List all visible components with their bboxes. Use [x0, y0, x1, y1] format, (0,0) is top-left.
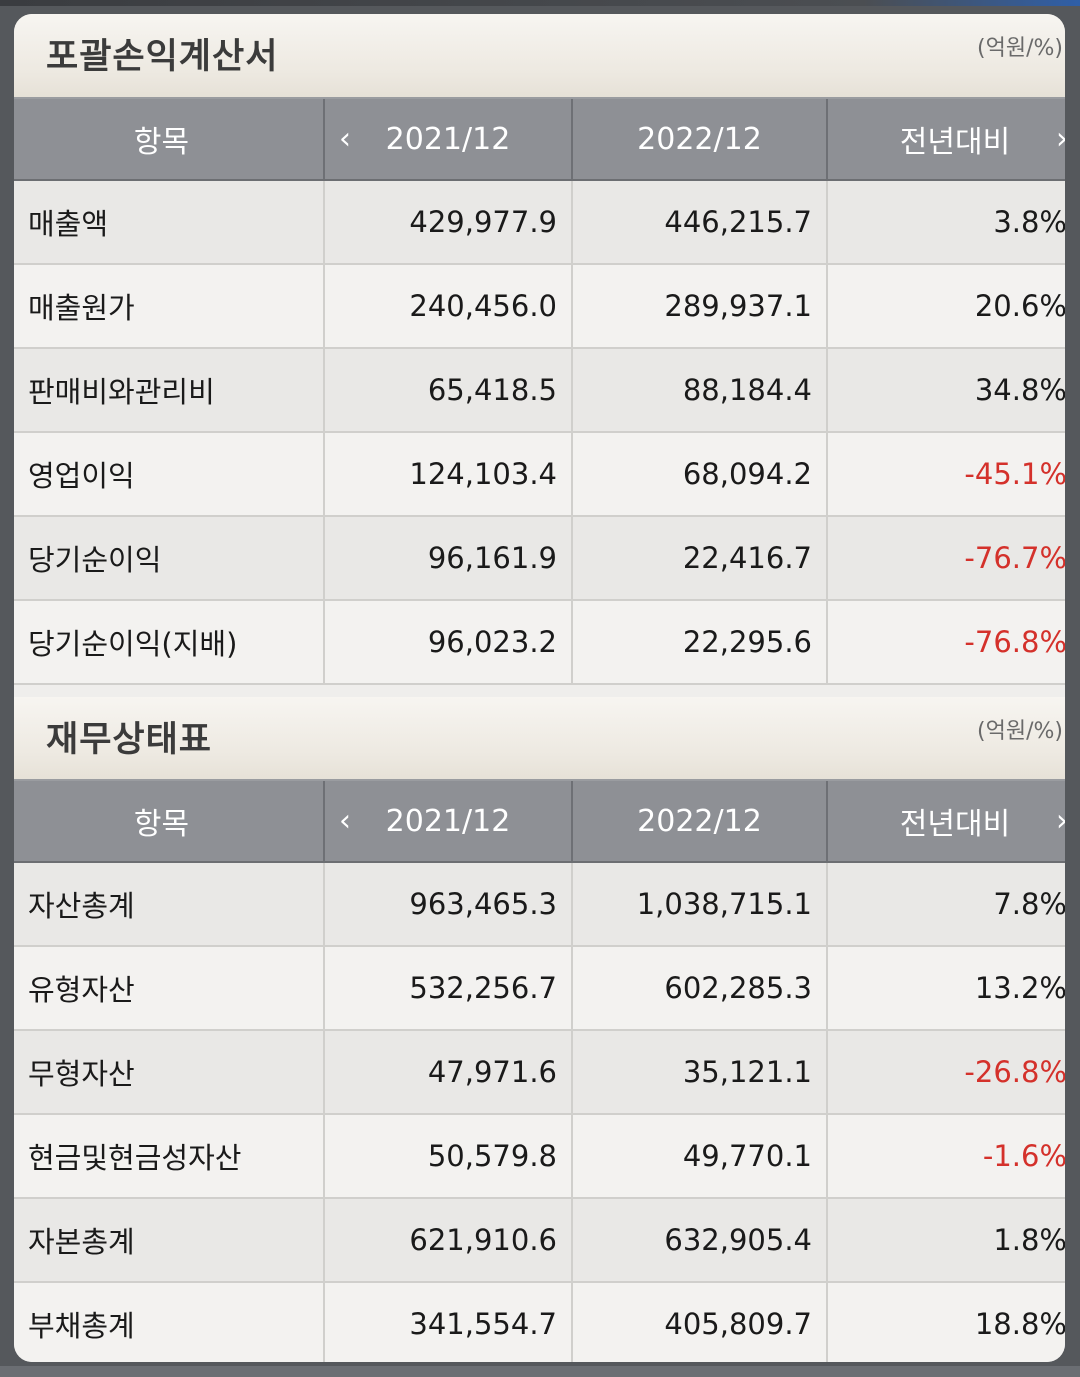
value-2021: 532,256.7 [323, 946, 572, 1031]
value-2021: 240,456.0 [323, 264, 572, 349]
value-2021: 341,554.7 [323, 1282, 572, 1362]
income-statement-header: 포괄손익계산서 (억원/%) [14, 14, 1065, 97]
chevron-right-icon[interactable]: › [1056, 122, 1065, 157]
balance-sheet-table: 항목 ‹ 2021/12 2022/12 전년대비 › 자산총계963,465.… [14, 779, 1065, 1362]
value-2022: 632,905.4 [571, 1198, 827, 1283]
value-2022: 446,215.7 [571, 180, 827, 265]
row-label: 유형자산 [14, 946, 324, 1031]
value-yoy: 13.2% [826, 946, 1065, 1031]
value-yoy: -1.6% [826, 1114, 1065, 1199]
value-yoy: -76.7% [826, 516, 1065, 601]
value-yoy: 1.8% [826, 1198, 1065, 1283]
row-label: 부채총계 [14, 1282, 324, 1362]
table-row[interactable]: 무형자산 47,971.6 35,121.1 -26.8% [14, 1030, 1065, 1115]
header-item: 항목 [14, 779, 324, 863]
value-2022: 22,295.6 [571, 600, 827, 685]
value-2022: 405,809.7 [571, 1282, 827, 1362]
value-yoy: 18.8% [826, 1282, 1065, 1362]
table-row[interactable]: 부채총계 341,554.7 405,809.7 18.8% [14, 1282, 1065, 1362]
header-yoy: 전년대비 › [826, 779, 1065, 863]
table-header-row: 항목 ‹ 2021/12 2022/12 전년대비 › [14, 779, 1065, 863]
bottom-strip [0, 1366, 1080, 1377]
header-2022: 2022/12 [571, 97, 827, 181]
balance-sheet-title: 재무상태표 [46, 720, 213, 760]
value-yoy: 7.8% [826, 862, 1065, 947]
row-label: 당기순이익 [14, 516, 324, 601]
row-label: 매출액 [14, 180, 324, 265]
value-yoy: 3.8% [826, 180, 1065, 265]
header-2021: ‹ 2021/12 [323, 779, 572, 863]
table-row[interactable]: 매출원가 240,456.0 289,937.1 20.6% [14, 264, 1065, 349]
income-statement-title: 포괄손익계산서 [46, 37, 279, 77]
row-label: 판매비와관리비 [14, 348, 324, 433]
row-label: 자본총계 [14, 1198, 324, 1283]
value-2021: 47,971.6 [323, 1030, 572, 1115]
value-2022: 1,038,715.1 [571, 862, 827, 947]
value-2021: 429,977.9 [323, 180, 572, 265]
header-yoy: 전년대비 › [826, 97, 1065, 181]
status-strip [0, 0, 1080, 6]
value-yoy: -26.8% [826, 1030, 1065, 1115]
table-row[interactable]: 매출액 429,977.9 446,215.7 3.8% [14, 180, 1065, 265]
value-2021: 124,103.4 [323, 432, 572, 517]
income-statement-table: 항목 ‹ 2021/12 2022/12 전년대비 › 매출액429,977.9… [14, 97, 1065, 685]
header-item: 항목 [14, 97, 324, 181]
value-2021: 50,579.8 [323, 1114, 572, 1199]
table-row[interactable]: 영업이익 124,103.4 68,094.2 -45.1% [14, 432, 1065, 517]
row-label: 당기순이익(지배) [14, 600, 324, 685]
table-row[interactable]: 당기순이익 96,161.9 22,416.7 -76.7% [14, 516, 1065, 601]
balance-sheet-unit: (억원/%) [977, 719, 1063, 744]
value-2022: 88,184.4 [571, 348, 827, 433]
row-label: 매출원가 [14, 264, 324, 349]
balance-sheet-header: 재무상태표 (억원/%) [14, 697, 1065, 780]
value-2022: 35,121.1 [571, 1030, 827, 1115]
value-yoy: -45.1% [826, 432, 1065, 517]
value-2022: 602,285.3 [571, 946, 827, 1031]
financial-summary-card: 포괄손익계산서 (억원/%) 항목 ‹ 2021/12 2022/12 전년대비… [14, 14, 1065, 1362]
header-2021: ‹ 2021/12 [323, 97, 572, 181]
row-label: 영업이익 [14, 432, 324, 517]
value-2022: 49,770.1 [571, 1114, 827, 1199]
value-2022: 289,937.1 [571, 264, 827, 349]
chevron-left-icon[interactable]: ‹ [339, 121, 351, 157]
table-row[interactable]: 판매비와관리비 65,418.5 88,184.4 34.8% [14, 348, 1065, 433]
income-statement-unit: (억원/%) [977, 36, 1063, 61]
table-row[interactable]: 현금및현금성자산 50,579.8 49,770.1 -1.6% [14, 1114, 1065, 1199]
value-yoy: 34.8% [826, 348, 1065, 433]
value-yoy: -76.8% [826, 600, 1065, 685]
table-row[interactable]: 유형자산 532,256.7 602,285.3 13.2% [14, 946, 1065, 1031]
value-2021: 65,418.5 [323, 348, 572, 433]
value-2021: 963,465.3 [323, 862, 572, 947]
table-row[interactable]: 자본총계 621,910.6 632,905.4 1.8% [14, 1198, 1065, 1283]
row-label: 자산총계 [14, 862, 324, 947]
chevron-right-icon[interactable]: › [1056, 804, 1065, 839]
value-2021: 96,161.9 [323, 516, 572, 601]
row-label: 현금및현금성자산 [14, 1114, 324, 1199]
table-row[interactable]: 당기순이익(지배) 96,023.2 22,295.6 -76.8% [14, 600, 1065, 685]
value-2021: 621,910.6 [323, 1198, 572, 1283]
value-2022: 68,094.2 [571, 432, 827, 517]
header-2022: 2022/12 [571, 779, 827, 863]
chevron-left-icon[interactable]: ‹ [339, 803, 351, 839]
table-header-row: 항목 ‹ 2021/12 2022/12 전년대비 › [14, 97, 1065, 181]
value-2022: 22,416.7 [571, 516, 827, 601]
value-2021: 96,023.2 [323, 600, 572, 685]
table-row[interactable]: 자산총계 963,465.3 1,038,715.1 7.8% [14, 862, 1065, 947]
value-yoy: 20.6% [826, 264, 1065, 349]
row-label: 무형자산 [14, 1030, 324, 1115]
